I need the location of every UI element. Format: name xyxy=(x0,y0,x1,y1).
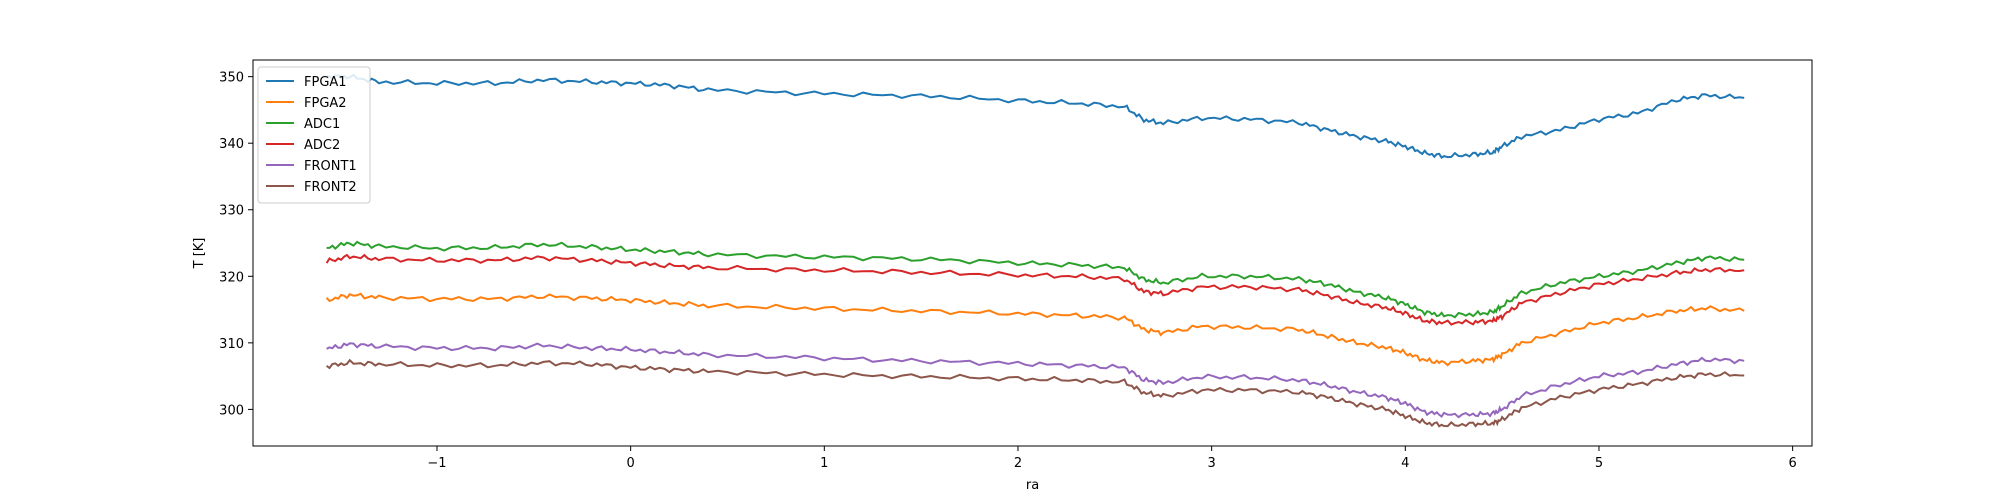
y-tick-label: 330 xyxy=(219,204,244,219)
y-tick-label: 310 xyxy=(219,337,244,352)
series-line-front2 xyxy=(325,358,1745,428)
legend-label: ADC2 xyxy=(304,138,340,153)
y-tick-label: 300 xyxy=(219,403,244,418)
series-line-front1 xyxy=(326,342,1745,419)
x-tick-label: 2 xyxy=(1014,456,1022,471)
x-tick-label: 5 xyxy=(1595,456,1603,471)
legend-label: FPGA1 xyxy=(304,75,347,90)
y-axis-label: T [K] xyxy=(192,238,207,270)
x-tick-label: 1 xyxy=(820,456,828,471)
plot-layer xyxy=(325,73,1745,428)
x-axis: −1 0 1 2 3 4 5 6 xyxy=(427,446,1797,471)
legend-label: FRONT2 xyxy=(304,180,357,195)
x-tick-label: 6 xyxy=(1788,456,1796,471)
plot-frame xyxy=(252,59,1813,447)
series-line-fpga1 xyxy=(326,73,1745,159)
x-axis-label: ra xyxy=(1026,478,1039,493)
legend: FPGA1 FPGA2 ADC1 ADC2 FRONT1 FRONT2 xyxy=(257,66,371,204)
series-line-adc1 xyxy=(326,240,1745,319)
y-tick-label: 340 xyxy=(219,137,244,152)
series-line-fpga2 xyxy=(325,292,1745,367)
y-tick-label: 350 xyxy=(219,71,244,86)
x-tick-label: −1 xyxy=(427,456,446,471)
legend-label: FPGA2 xyxy=(304,96,347,111)
legend-label: FRONT1 xyxy=(304,159,357,174)
x-tick-label: 4 xyxy=(1401,456,1409,471)
x-tick-label: 0 xyxy=(627,456,635,471)
x-tick-label: 3 xyxy=(1207,456,1215,471)
y-axis: 300 310 320 330 340 350 xyxy=(219,71,253,418)
series-line-adc2 xyxy=(325,253,1745,326)
legend-label: ADC1 xyxy=(304,117,340,132)
y-tick-label: 320 xyxy=(219,270,244,285)
